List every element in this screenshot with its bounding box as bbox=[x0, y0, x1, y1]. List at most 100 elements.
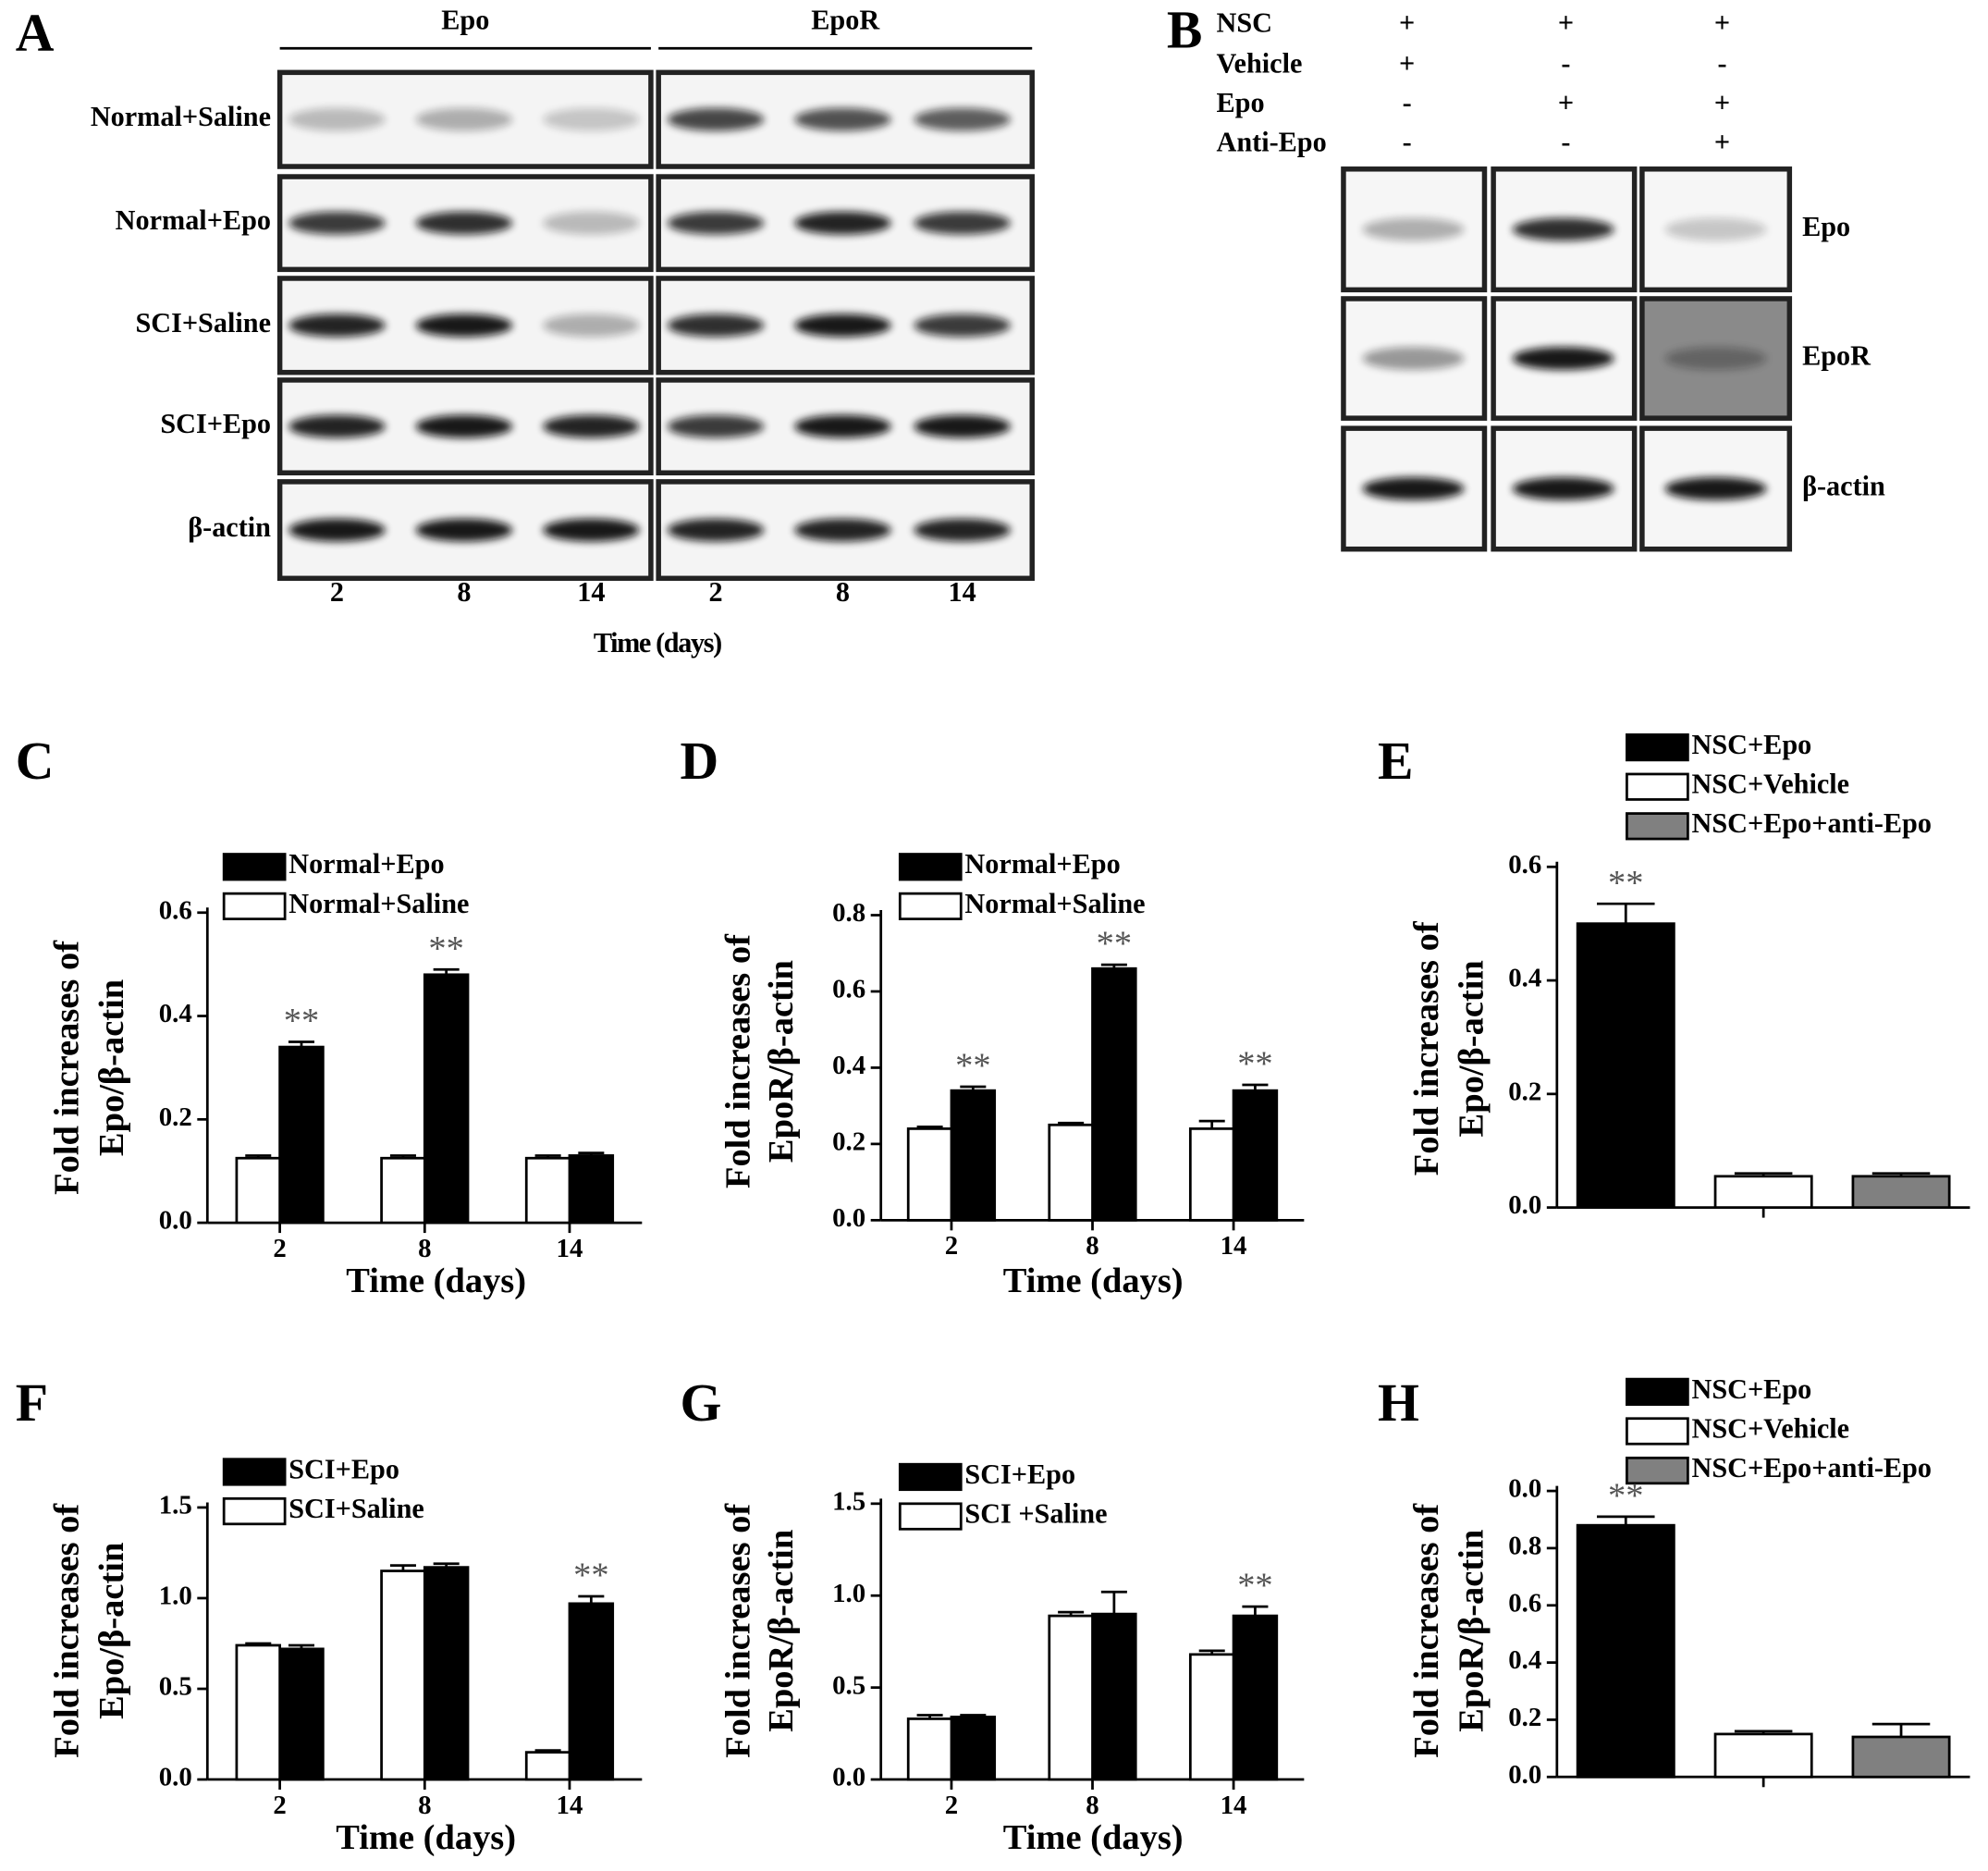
band bbox=[794, 414, 891, 438]
condition-sign: + bbox=[1399, 6, 1415, 38]
panel-label: C bbox=[16, 732, 55, 791]
legend-swatch bbox=[1626, 772, 1689, 801]
condition-sign: + bbox=[1558, 6, 1574, 38]
x-axis-label: Time (days) bbox=[336, 1818, 516, 1857]
bar bbox=[235, 1156, 282, 1225]
condition-sign: + bbox=[1714, 87, 1730, 118]
band bbox=[1362, 347, 1465, 370]
band bbox=[543, 211, 640, 235]
band bbox=[914, 211, 1011, 235]
bar bbox=[1851, 1175, 1951, 1209]
y-tick-label: 0.6 bbox=[1508, 1588, 1541, 1618]
row-label: β-actin bbox=[188, 511, 271, 543]
condition-label: NSC bbox=[1217, 6, 1272, 38]
bar bbox=[906, 1717, 953, 1781]
legend-swatch bbox=[222, 853, 287, 881]
bar bbox=[278, 1045, 325, 1225]
y-tick-label: 0.5 bbox=[832, 1670, 865, 1700]
band bbox=[1362, 477, 1465, 500]
panel-label: D bbox=[681, 732, 719, 791]
condition-sign: - bbox=[1403, 87, 1412, 118]
band bbox=[914, 414, 1011, 438]
x-axis-label: Time (days) bbox=[1003, 1262, 1184, 1300]
bar bbox=[1576, 1523, 1675, 1779]
y-tick-label: 0.2 bbox=[1508, 1077, 1541, 1106]
panel-label: H bbox=[1378, 1374, 1419, 1433]
y-axis-label: EpoR/β-actin bbox=[762, 1530, 801, 1732]
band bbox=[288, 107, 386, 131]
band bbox=[914, 107, 1011, 131]
y-tick-label: 0.2 bbox=[159, 1102, 192, 1132]
y-tick-label: 0.4 bbox=[1508, 1645, 1541, 1675]
band bbox=[667, 414, 765, 438]
x-axis-label: Time (days) bbox=[1003, 1818, 1184, 1857]
x-tick-label: 2 bbox=[273, 1791, 286, 1820]
y-tick-label: 1.5 bbox=[832, 1486, 865, 1516]
band bbox=[1362, 217, 1465, 241]
y-axis-label: Fold increases of bbox=[1407, 920, 1446, 1176]
y-tick-label: 0.5 bbox=[159, 1672, 192, 1702]
panel-label: G bbox=[681, 1374, 722, 1433]
condition-sign: + bbox=[1558, 87, 1574, 118]
bar bbox=[524, 1156, 571, 1225]
x-tick-label: 8 bbox=[418, 1234, 431, 1263]
condition-sign: - bbox=[1717, 47, 1726, 79]
legend-label: Normal+Epo bbox=[288, 848, 444, 880]
condition-sign: + bbox=[1714, 127, 1730, 158]
band bbox=[914, 314, 1011, 338]
row-label: Normal+Saline bbox=[91, 101, 271, 132]
legend-label: NSC+Epo+anti-Epo bbox=[1692, 807, 1932, 839]
x-tick-label: 2 bbox=[945, 1231, 958, 1261]
legend-label: SCI+Epo bbox=[288, 1453, 399, 1484]
bar bbox=[568, 1154, 615, 1225]
band bbox=[1512, 347, 1614, 370]
panel-label: F bbox=[16, 1374, 48, 1433]
bar bbox=[278, 1647, 325, 1781]
band bbox=[415, 414, 513, 438]
y-tick-label: 0.2 bbox=[1508, 1703, 1541, 1732]
band bbox=[415, 211, 513, 235]
x-axis-label: Time (days) bbox=[594, 627, 721, 659]
band bbox=[1664, 477, 1767, 500]
x-tick-label: 14 bbox=[1221, 1231, 1247, 1261]
legend-swatch bbox=[1626, 1377, 1689, 1406]
y-tick-label: 0.0 bbox=[159, 1763, 192, 1792]
condition-label: Vehicle bbox=[1217, 47, 1303, 79]
band bbox=[667, 518, 765, 542]
bar bbox=[423, 973, 470, 1225]
bar bbox=[423, 1566, 470, 1781]
bar bbox=[568, 1602, 615, 1781]
row-label: Epo bbox=[1802, 211, 1850, 242]
bar bbox=[524, 1751, 571, 1781]
x-tick-label: 8 bbox=[1086, 1231, 1098, 1261]
band bbox=[667, 211, 765, 235]
significance-mark: ** bbox=[1608, 1476, 1643, 1515]
y-tick-label: 1.5 bbox=[159, 1491, 192, 1520]
legend-swatch bbox=[1626, 732, 1689, 762]
condition-sign: - bbox=[1403, 127, 1412, 158]
row-label: EpoR bbox=[1802, 339, 1871, 371]
lane-label: 2 bbox=[708, 576, 722, 608]
lane-label: 14 bbox=[949, 576, 976, 608]
legend-label: SCI +Saline bbox=[964, 1498, 1107, 1530]
x-tick-label: 14 bbox=[557, 1791, 583, 1820]
legend-label: NSC+Vehicle bbox=[1692, 769, 1850, 800]
significance-mark: ** bbox=[955, 1047, 990, 1086]
y-tick-label: 0.2 bbox=[832, 1127, 865, 1157]
band bbox=[415, 107, 513, 131]
row-label: Normal+Epo bbox=[116, 204, 271, 236]
x-tick-label: 14 bbox=[1221, 1791, 1247, 1820]
column-header: EpoR bbox=[811, 5, 880, 36]
x-tick-label: 14 bbox=[557, 1234, 583, 1263]
band bbox=[794, 107, 891, 131]
row-label: β-actin bbox=[1802, 470, 1885, 501]
band bbox=[288, 211, 386, 235]
band bbox=[914, 518, 1011, 542]
lane-label: 2 bbox=[330, 576, 344, 608]
y-tick-label: 0.8 bbox=[1508, 1532, 1541, 1561]
y-tick-label: 0.0 bbox=[1508, 1760, 1541, 1790]
legend-swatch bbox=[898, 892, 963, 921]
bar bbox=[1232, 1614, 1279, 1781]
bar bbox=[1048, 1123, 1094, 1222]
y-tick-label: 0.6 bbox=[159, 895, 192, 925]
